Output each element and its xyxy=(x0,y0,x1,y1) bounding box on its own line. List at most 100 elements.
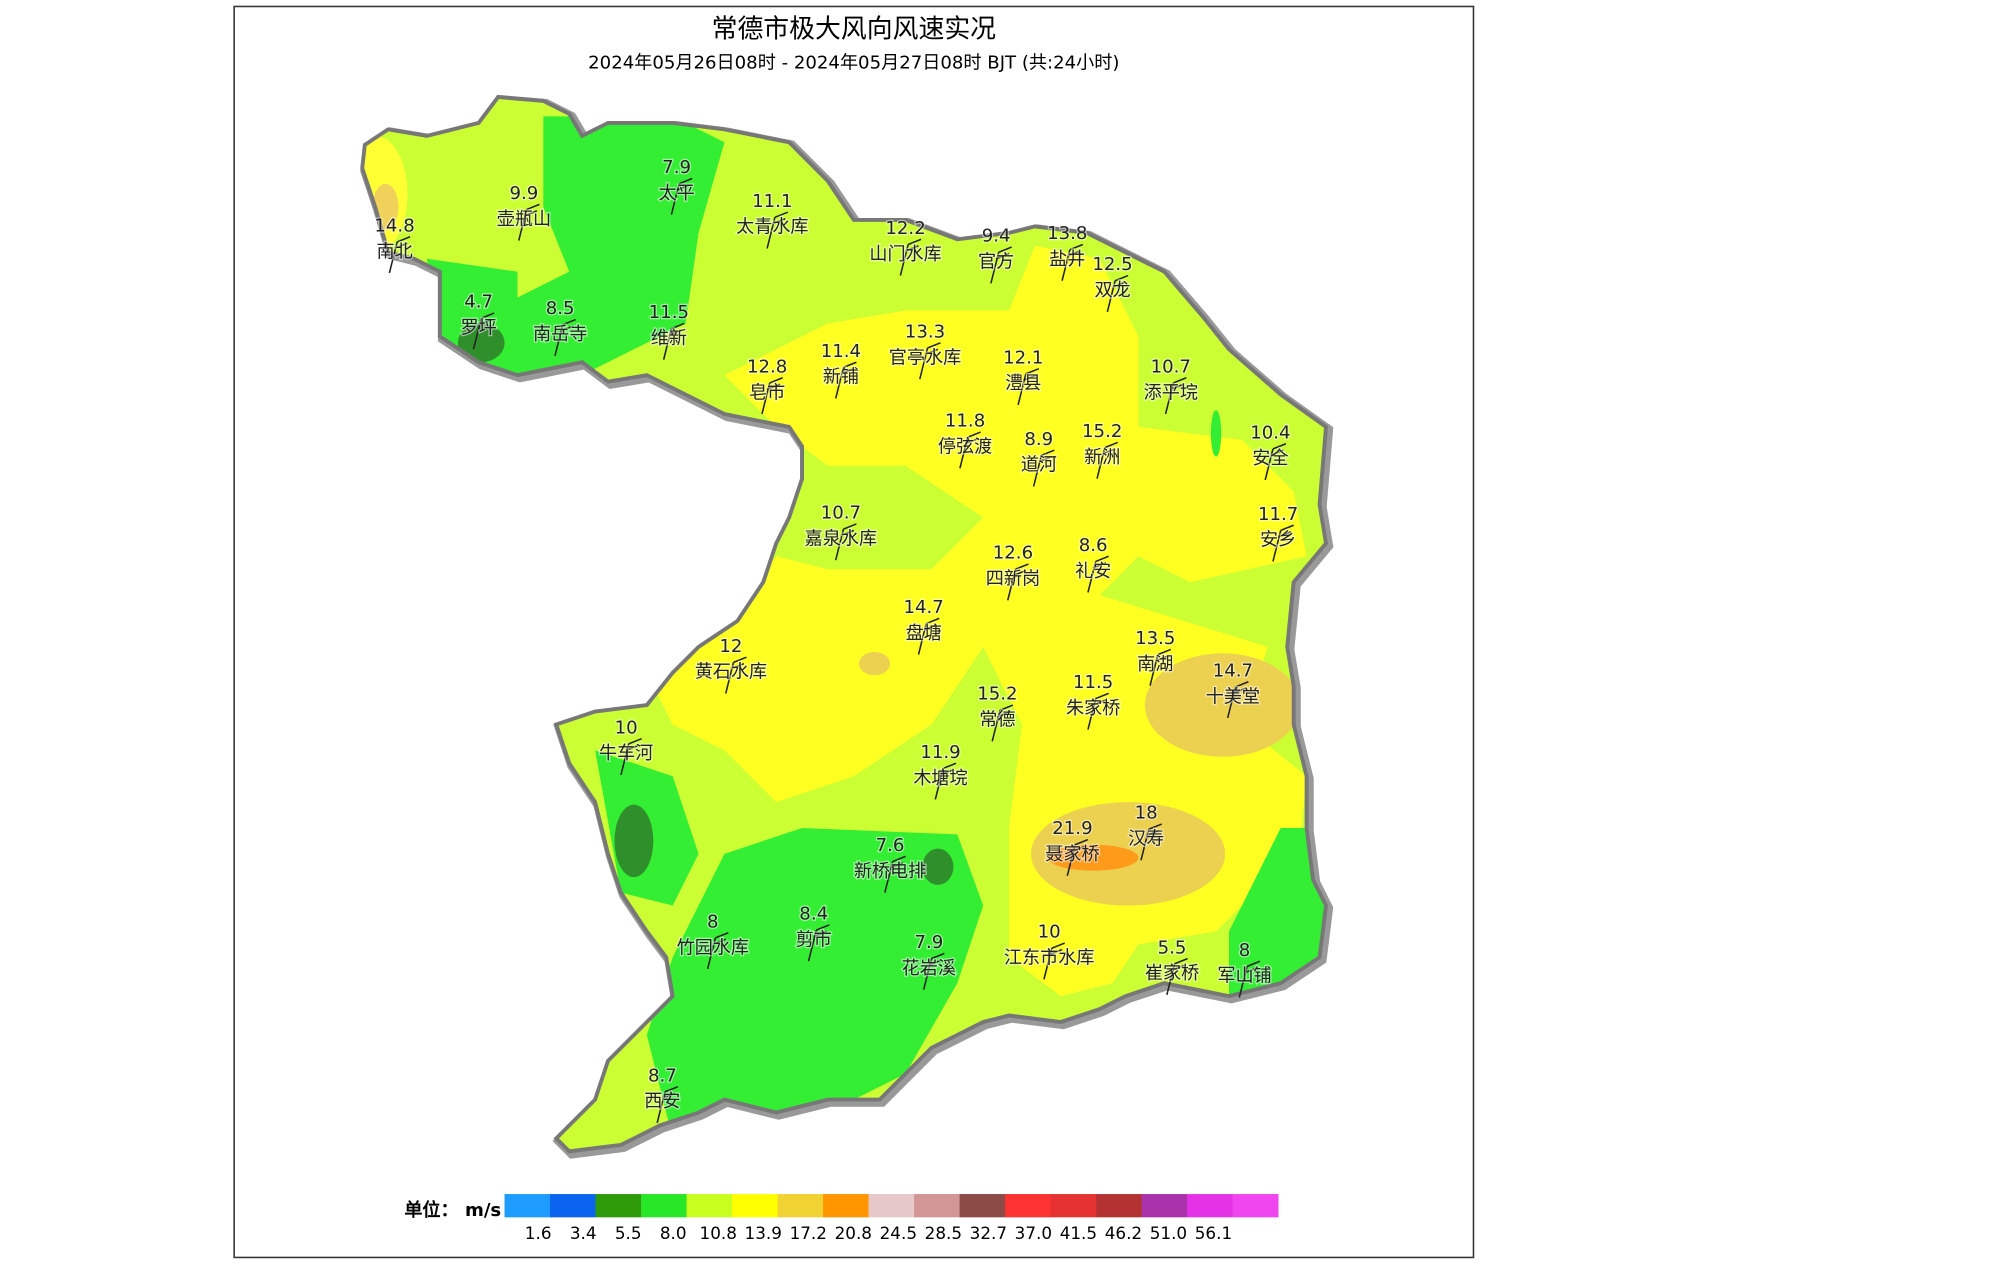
wind-barb xyxy=(670,177,693,215)
barb-feather xyxy=(769,377,783,384)
station-name: 常德 xyxy=(979,710,1015,731)
barb-feather xyxy=(927,342,941,349)
station-name: 南北 xyxy=(376,241,412,262)
wind-barb xyxy=(1272,524,1294,562)
station-value: 10.7 xyxy=(1151,356,1191,377)
station-name: 十美堂 xyxy=(1206,686,1260,707)
station-name: 壶瓶山 xyxy=(497,209,551,230)
station-value: 12.8 xyxy=(747,356,787,377)
station-value: 11.1 xyxy=(752,191,792,212)
station-name: 南岳寺 xyxy=(533,324,587,345)
wind-barb xyxy=(1226,681,1249,719)
station-value: 10 xyxy=(615,717,638,738)
wind-barb xyxy=(1066,838,1089,876)
station-value: 21.9 xyxy=(1052,818,1092,839)
legend-tick-label: 41.5 xyxy=(1060,1223,1097,1243)
field-higher xyxy=(1144,653,1301,757)
wind-barb xyxy=(1149,648,1172,686)
barb-feather xyxy=(1015,563,1029,570)
station-name: 江东市水库 xyxy=(1004,948,1095,969)
barb-feather xyxy=(733,656,747,664)
station-name: 朱家桥 xyxy=(1066,698,1120,719)
field-low xyxy=(457,323,505,363)
legend-tick-label: 8.0 xyxy=(660,1223,687,1243)
barb-feather xyxy=(940,769,954,776)
barb-feather xyxy=(1041,449,1055,457)
barb-feather xyxy=(907,238,922,246)
barb-feather xyxy=(1174,957,1188,965)
barb-feather xyxy=(995,252,1010,260)
station-name: 四新岗 xyxy=(986,569,1040,590)
wind-barb xyxy=(959,431,981,469)
barb-feather xyxy=(1101,448,1116,455)
wind-barb xyxy=(706,932,729,970)
station-value: 15.2 xyxy=(977,684,1017,705)
barb-feather xyxy=(1246,960,1261,968)
wind-barb xyxy=(917,617,940,655)
station-name: 盐井 xyxy=(1049,249,1085,270)
wind-barb xyxy=(807,924,830,962)
field-calm xyxy=(1210,410,1222,457)
legend-tick-label: 17.2 xyxy=(790,1223,827,1243)
wind-barb xyxy=(761,377,783,415)
station-value: 11.9 xyxy=(920,742,960,763)
barb-feather xyxy=(998,246,1012,253)
barb-feather xyxy=(676,184,690,191)
wind-barb xyxy=(388,236,411,274)
wind-barb xyxy=(662,322,685,360)
barb-feather xyxy=(889,862,904,869)
station-name: 停弦渡 xyxy=(938,437,992,458)
barb-feather xyxy=(928,959,943,966)
barb-feather xyxy=(1069,243,1084,251)
barb-feather xyxy=(999,704,1014,711)
barb-feather xyxy=(1025,367,1040,375)
barb-feather xyxy=(964,437,979,445)
station-name: 黄石水库 xyxy=(695,662,767,683)
station-name: 牛车河 xyxy=(599,743,653,764)
barb-feather xyxy=(396,236,411,243)
wind-barb xyxy=(472,312,495,350)
barb-feather xyxy=(1272,443,1287,450)
barb-feather xyxy=(1280,524,1294,532)
barb-feather xyxy=(1170,383,1184,391)
wind-barb xyxy=(1017,367,1040,406)
barb-feather xyxy=(730,662,745,670)
station-name: 维新 xyxy=(651,328,687,349)
barb-feather xyxy=(840,529,855,537)
legend-tick-label: 3.4 xyxy=(570,1223,597,1243)
station-name: 崔家桥 xyxy=(1145,963,1199,984)
legend-tick-label: 20.8 xyxy=(835,1223,872,1243)
barb-feather xyxy=(394,242,408,250)
barb-feather xyxy=(997,710,1011,718)
barb-feather xyxy=(1104,441,1119,449)
barb-feather xyxy=(1092,562,1107,569)
legend-tick-label: 28.5 xyxy=(925,1223,962,1243)
station-value: 13.5 xyxy=(1135,628,1175,649)
legend-swatch xyxy=(868,1194,915,1218)
station-value: 11.5 xyxy=(1073,672,1113,693)
station-value: 4.7 xyxy=(464,292,493,313)
legend-tick-label: 13.9 xyxy=(745,1223,782,1243)
field-calm xyxy=(1228,827,1327,997)
wind-barb xyxy=(1264,443,1287,481)
legend-swatch xyxy=(914,1194,960,1218)
station-name: 太平 xyxy=(658,183,694,204)
wind-barb xyxy=(1096,441,1119,479)
legend-swatch xyxy=(1232,1194,1279,1218)
barb-feather xyxy=(562,318,576,326)
barb-feather xyxy=(1244,966,1258,974)
barb-feather xyxy=(625,744,640,752)
barb-feather xyxy=(1112,281,1126,288)
barb-feather xyxy=(843,523,857,530)
legend-swatch xyxy=(1141,1194,1188,1218)
station-value: 10 xyxy=(1038,922,1061,943)
station-value: 11.5 xyxy=(649,302,689,323)
legend-swatch xyxy=(777,1194,824,1218)
wind-barb xyxy=(934,762,957,800)
barb-feather xyxy=(1012,569,1027,577)
station-name: 安全 xyxy=(1252,448,1288,469)
wind-barb xyxy=(1238,960,1261,998)
barb-feather xyxy=(664,1085,679,1093)
wind-barb xyxy=(899,238,922,276)
station-value: 9.9 xyxy=(510,183,539,204)
